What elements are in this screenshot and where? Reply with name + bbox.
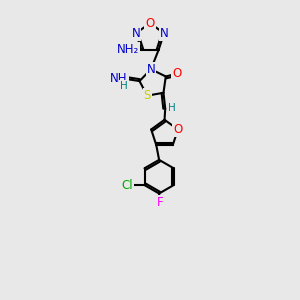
Text: Cl: Cl — [122, 178, 133, 192]
Text: NH: NH — [110, 72, 128, 85]
Text: N: N — [132, 27, 140, 40]
Text: H: H — [168, 103, 176, 113]
Text: O: O — [146, 16, 154, 30]
Text: F: F — [157, 196, 163, 209]
Text: H: H — [119, 81, 127, 91]
Text: O: O — [173, 123, 182, 136]
Text: N: N — [147, 63, 155, 76]
Text: N: N — [160, 27, 168, 40]
Text: NH₂: NH₂ — [117, 43, 139, 56]
Text: S: S — [144, 89, 151, 102]
Text: O: O — [172, 67, 182, 80]
